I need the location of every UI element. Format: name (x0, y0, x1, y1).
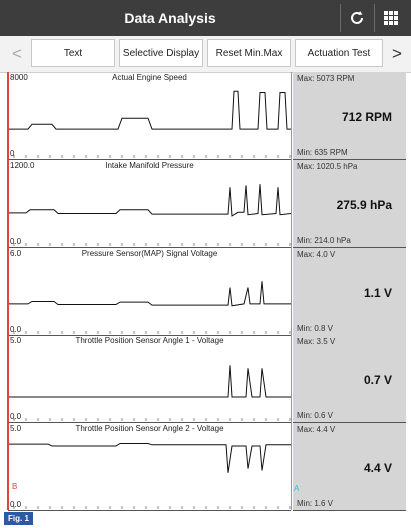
signal-trace (8, 90, 291, 130)
figure-label: Fig. 1 (4, 512, 33, 525)
y-axis-max: 5.0 (10, 424, 22, 433)
graph-trace-plot (8, 184, 291, 246)
tab-reset-min-max[interactable]: Reset Min.Max (207, 39, 291, 67)
graph-panel[interactable]: 1200.0 Intake Manifold Pressure 0.0 (8, 160, 291, 248)
graph-panel[interactable]: 8000 Actual Engine Speed 0 (8, 72, 291, 160)
value-panel: Max: 4.4 V 4.4 V Min: 1.6 V (293, 423, 406, 511)
value-panel: Max: 5073 RPM 712 RPM Min: 635 RPM (293, 72, 406, 160)
tab-text[interactable]: Text (31, 39, 115, 67)
min-value: Min: 214.0 hPa (297, 236, 351, 245)
grid-button[interactable] (374, 4, 407, 32)
cursor-a-label: A (294, 484, 300, 493)
signal-trace (8, 443, 291, 473)
value-panel: Max: 3.5 V 0.7 V Min: 0.6 V (293, 335, 406, 423)
graph-trace-plot (8, 281, 291, 334)
graph-trace-plot (8, 90, 291, 158)
y-axis-min: 0.0 (10, 237, 22, 246)
page-title: Data Analysis (124, 10, 216, 26)
graph-panel[interactable]: 5.0 Throttle Position Sensor Angle 2 - Vo… (8, 423, 291, 511)
y-axis-max: 1200.0 (10, 161, 35, 170)
graph-panel[interactable]: 5.0 Throttle Position Sensor Angle 1 - Vo… (8, 335, 291, 423)
refresh-button[interactable] (340, 4, 373, 32)
current-value: 712 RPM (341, 110, 392, 124)
max-value: Max: 3.5 V (297, 337, 336, 346)
max-value: Max: 4.4 V (297, 425, 336, 434)
refresh-icon (351, 11, 363, 24)
tab-bar: < Text Selective Display Reset Min.Max A… (0, 36, 411, 73)
signal-trace (8, 365, 291, 398)
graph-trace-plot (8, 365, 291, 421)
y-axis-min: 0.0 (10, 412, 22, 421)
chevron-right-icon[interactable]: > (392, 44, 402, 63)
value-panel: Max: 1020.5 hPa 275.9 hPa Min: 214.0 hPa (293, 160, 406, 248)
y-axis-max: 8000 (10, 73, 28, 82)
tab-actuation-test[interactable]: Actuation Test (295, 39, 383, 67)
graph-title: Throttle Position Sensor Angle 2 - Volta… (75, 424, 224, 433)
graph-title: Intake Manifold Pressure (105, 161, 194, 170)
graph-trace-plot (8, 443, 291, 509)
signal-trace (8, 281, 291, 307)
graph-title: Actual Engine Speed (112, 73, 187, 82)
app-header: Data Analysis (0, 0, 411, 36)
min-value: Min: 635 RPM (297, 148, 348, 157)
y-axis-min: 0.0 (10, 325, 22, 334)
current-value: 1.1 V (363, 286, 392, 300)
cursor-b-label: B (12, 482, 18, 491)
y-axis-min: 0 (10, 149, 15, 158)
graph-title: Throttle Position Sensor Angle 1 - Volta… (75, 336, 224, 345)
value-panel: Max: 4.0 V 1.1 V Min: 0.8 V (293, 248, 406, 336)
chevron-left-icon[interactable]: < (12, 44, 22, 63)
max-value: Max: 1020.5 hPa (297, 162, 358, 171)
tab-selective-display[interactable]: Selective Display (119, 39, 203, 67)
min-value: Min: 0.8 V (297, 324, 334, 333)
max-value: Max: 5073 RPM (297, 74, 355, 83)
y-axis-max: 6.0 (10, 249, 22, 258)
current-value: 4.4 V (363, 461, 392, 475)
grid-icon (384, 11, 398, 25)
y-axis-max: 5.0 (10, 336, 22, 345)
current-value: 0.7 V (363, 373, 392, 387)
min-value: Min: 0.6 V (297, 411, 334, 420)
min-value: Min: 1.6 V (297, 499, 334, 508)
graph-title: Pressure Sensor(MAP) Signal Voltage (81, 249, 218, 258)
cursor-line-b[interactable] (7, 72, 9, 510)
cursor-line-a[interactable] (291, 72, 292, 510)
max-value: Max: 4.0 V (297, 250, 336, 259)
current-value: 275.9 hPa (336, 198, 392, 212)
graph-panel[interactable]: 6.0 Pressure Sensor(MAP) Signal Voltage 0.… (8, 248, 291, 336)
signal-trace (8, 184, 291, 217)
y-axis-min: 0.0 (10, 500, 22, 509)
